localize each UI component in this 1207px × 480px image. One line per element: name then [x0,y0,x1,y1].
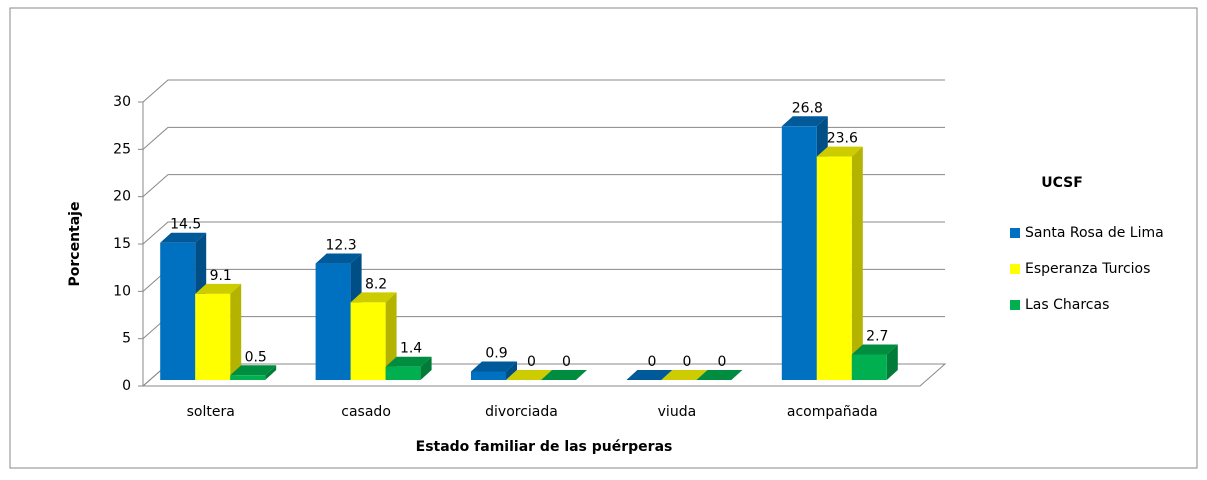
bar [626,370,673,380]
data-label: 2.7 [866,328,888,344]
grid-line [142,126,945,150]
x-axis-label: Estado familiar de las puérperas [416,439,673,455]
y-tick-label: 5 [122,331,131,347]
data-label: 14.5 [170,217,201,233]
bar [816,146,863,380]
bar [851,344,898,380]
data-label: 0 [682,354,691,370]
data-label: 0 [527,354,536,370]
legend-label: Esperanza Turcios [1025,261,1150,277]
y-axis-label: Porcentaje [67,202,83,287]
y-tick-label: 10 [113,283,131,299]
grid-line [142,221,945,245]
x-tick-label: acompañada [787,404,878,420]
x-tick-label: viuda [658,404,697,420]
bar [661,370,708,380]
bar [696,370,743,380]
bar [385,356,432,380]
y-tick-label: 30 [113,94,131,110]
x-tick-label: divorciada [485,404,558,420]
grid-line [142,79,945,103]
y-tick-label: 0 [122,378,131,394]
legend-title: UCSF [1041,175,1083,191]
x-tick-label: soltera [187,404,235,420]
x-tick-label: casado [341,404,391,420]
data-label: 23.6 [827,131,858,147]
data-label: 0 [717,354,726,370]
data-label: 0.5 [245,349,267,365]
bar [506,370,552,380]
data-label: 1.4 [400,341,422,357]
y-tick-label: 20 [113,189,131,205]
data-label: 8.2 [365,276,387,292]
data-label: 0 [562,354,571,370]
bar [541,370,587,380]
data-label: 12.3 [326,238,357,254]
bar [195,283,242,380]
legend-swatch [1010,228,1020,238]
legend-label: Santa Rosa de Lima [1025,225,1164,241]
y-tick-label: 25 [113,141,131,157]
bar [350,292,397,380]
data-label: 9.1 [210,268,232,284]
legend-swatch [1010,264,1020,274]
chart-frame [9,7,1198,469]
data-label: 0.9 [485,345,507,361]
data-label: 0 [647,354,656,370]
legend-swatch [1010,300,1020,310]
grid-line [142,174,945,198]
data-label: 26.8 [792,100,823,116]
bar [230,365,277,380]
bar [471,361,517,380]
legend-label: Las Charcas [1025,297,1109,313]
y-tick-label: 15 [113,236,131,252]
